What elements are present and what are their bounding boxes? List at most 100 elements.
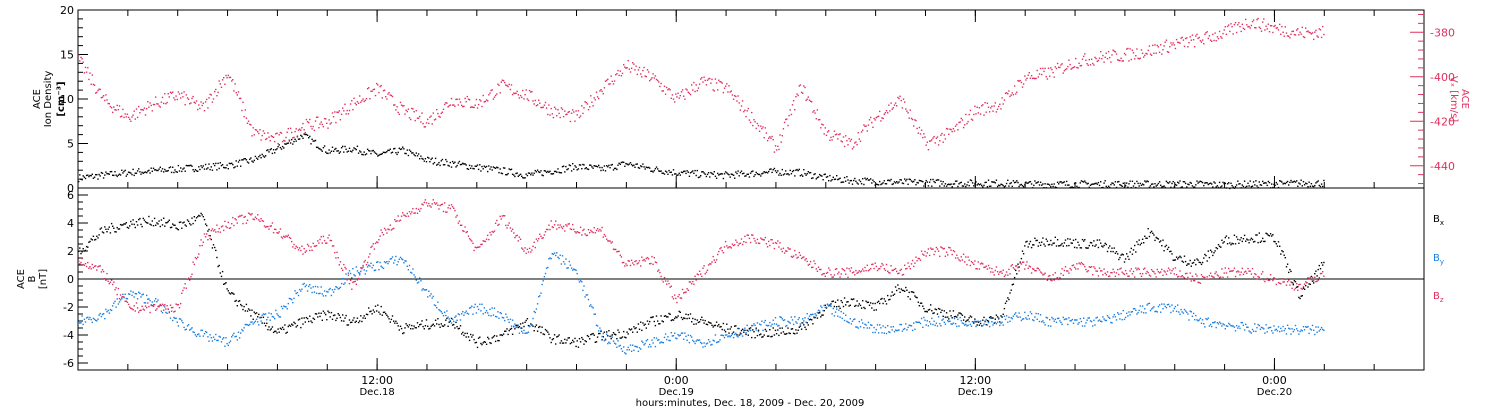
data-point [1140,311,1143,313]
data-point [950,323,952,325]
data-point [831,313,833,315]
data-point [957,318,959,321]
data-point [1249,27,1251,29]
data-point [185,164,187,167]
data-point [449,320,451,322]
data-point [320,121,322,123]
data-point [1192,186,1195,188]
data-point [1277,241,1280,243]
data-point [782,174,785,176]
data-point [884,183,887,185]
data-point [536,240,539,242]
data-point [498,171,500,174]
data-point [1264,240,1266,243]
data-point [1041,73,1043,76]
data-point [319,123,321,125]
data-point [1012,180,1015,182]
data-point [1177,258,1179,260]
data-point [958,121,960,124]
data-point [1024,311,1026,314]
data-point [953,316,956,318]
data-point [772,327,774,329]
data-point [225,282,227,284]
data-point [385,313,387,315]
data-point [1100,181,1102,183]
data-point [1286,263,1289,265]
data-point [461,104,463,107]
data-point [1213,321,1215,324]
data-point [407,154,410,157]
data-point [629,329,632,331]
data-point [899,323,901,326]
data-point [616,73,618,75]
data-point [900,323,902,326]
data-point [192,95,194,98]
data-point [713,171,715,173]
data-point [237,161,240,163]
data-point [254,312,257,315]
data-point [839,133,841,135]
data-point [266,225,268,228]
data-point [428,122,430,125]
data-point [843,145,846,148]
data-point [675,316,677,318]
data-point [390,258,393,260]
data-point [505,224,507,227]
data-point [548,333,550,335]
data-point [582,289,584,292]
data-point [235,219,237,221]
data-point [992,317,994,319]
data-point [922,181,924,183]
data-point [1194,46,1196,48]
data-point [1166,304,1169,306]
data-point [394,104,396,106]
data-point [738,102,740,104]
data-point [301,288,303,290]
data-point [1218,245,1221,248]
data-point [342,277,344,280]
data-point [441,312,444,315]
data-point [415,207,417,210]
data-point [823,133,825,135]
data-point [1166,51,1169,53]
data-point [1200,41,1203,43]
data-point [1298,296,1300,299]
data-point [1200,322,1203,324]
data-point [561,108,564,110]
data-point [1117,253,1119,255]
data-point [326,242,328,244]
data-point [314,285,317,288]
data-point [390,152,393,154]
data-point [1248,242,1250,244]
data-point [797,169,799,172]
data-point [106,272,108,275]
data-point [494,167,497,169]
data-point [791,328,794,330]
data-point [824,304,826,306]
data-point [798,168,800,171]
data-point [745,333,747,336]
data-point [1177,41,1179,44]
data-point [556,336,558,338]
data-point [1247,26,1249,28]
data-point [638,167,641,169]
data-point [249,323,251,326]
data-point [598,332,600,335]
data-point [177,91,180,93]
data-point [637,69,640,71]
data-point [1149,53,1152,55]
data-point [509,88,512,91]
data-point [1248,330,1250,332]
data-point [193,101,195,103]
data-point [854,142,856,144]
data-point [203,218,206,221]
data-point [771,135,773,138]
data-point [882,325,884,327]
data-point [756,122,759,125]
data-point [361,268,363,270]
data-point [634,166,636,168]
data-point [949,320,951,322]
data-point [778,334,780,337]
data-point [792,169,795,172]
data-point [355,283,357,285]
